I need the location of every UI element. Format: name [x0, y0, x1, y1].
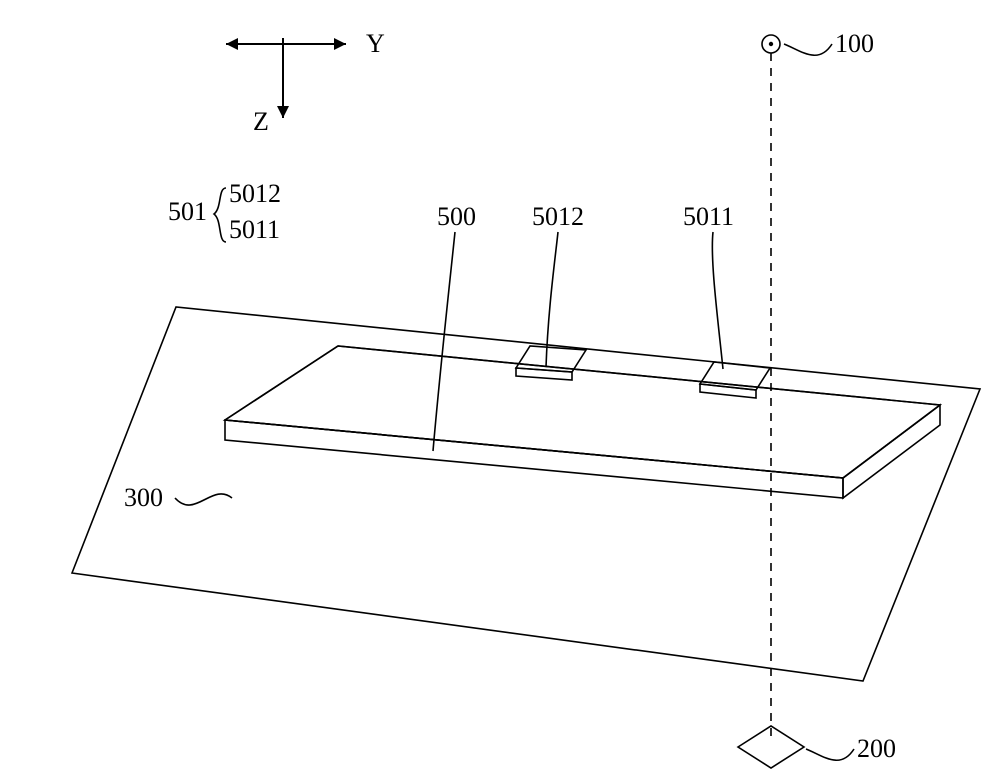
label-5012: 5012	[532, 202, 584, 231]
label-500: 500	[437, 202, 476, 231]
leader-5011	[712, 232, 723, 369]
label-300: 300	[124, 483, 163, 512]
tab-5012	[516, 346, 586, 380]
axis-y-label: Y	[366, 29, 385, 58]
leader-200	[806, 749, 854, 760]
tab-5011	[700, 362, 770, 398]
label-501-prefix: 501	[168, 197, 207, 226]
axes: Y Z	[226, 29, 385, 136]
leader-500	[433, 232, 455, 451]
leader-100	[784, 44, 832, 55]
leader-300	[175, 494, 232, 505]
block-500	[225, 346, 940, 498]
marker-200: 200	[738, 726, 896, 768]
technical-diagram: Y Z 501 5012 5011 100	[0, 0, 1000, 782]
marker-100: 100	[762, 29, 874, 58]
label-501-bottom: 5011	[229, 215, 280, 244]
axis-z-label: Z	[253, 107, 269, 136]
label-100: 100	[835, 29, 874, 58]
label-5011: 5011	[683, 202, 734, 231]
label-501-group: 501 5012 5011	[168, 179, 281, 244]
label-501-top: 5012	[229, 179, 281, 208]
label-200: 200	[857, 734, 896, 763]
